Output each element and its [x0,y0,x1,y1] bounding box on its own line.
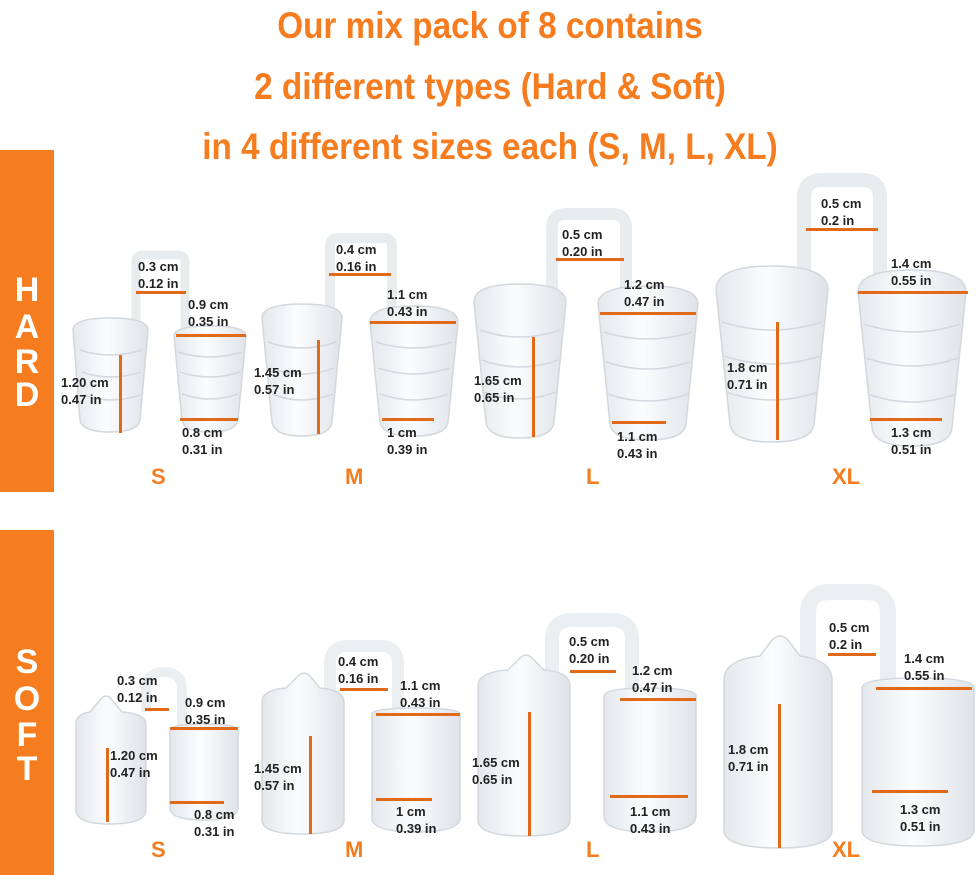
soft-letter-4: T [16,750,38,788]
hard-size-s: S [151,464,166,489]
soft-s-width-line [170,727,238,730]
hard-letter-2: A [14,308,40,346]
soft-xl-bridge-line [828,653,876,656]
soft-m-width-label: 1.1 cm 0.43 in [400,678,441,710]
hard-m-width-line [370,321,456,324]
soft-xl-height-label: 1.8 cm 0.71 in [728,742,769,774]
soft-size-m: M [345,837,364,862]
hard-xl-base-label: 1.3 cm 0.51 in [891,425,932,457]
soft-l-height-line [528,712,531,836]
hard-xl-width-label: 1.4 cm 0.55 in [891,256,932,288]
hard-l-height-label: 1.65 cm 0.65 in [474,373,522,405]
hard-s-width-label: 0.9 cm 0.35 in [188,297,229,329]
soft-s-bridge-line [145,708,169,711]
soft-s-height-label: 1.20 cm 0.47 in [110,748,158,780]
soft-xl-width-line [876,687,972,690]
hard-s-bridge-line [136,291,186,294]
hard-m-bridge-label: 0.4 cm 0.16 in [336,242,377,274]
soft-letter-3: F [16,716,38,754]
soft-s-bridge-label: 0.3 cm 0.12 in [117,673,158,705]
soft-xl-base-line [872,790,948,793]
headline-line-2: 2 different types (Hard & Soft) [254,66,726,107]
soft-l-width-label: 1.2 cm 0.47 in [632,663,673,695]
soft-m-width-line [376,713,460,716]
soft-m-base-line [376,798,432,801]
hard-letter-3: R [14,343,40,381]
soft-m-bridge-line [340,688,388,691]
hard-l-height-line [532,337,535,437]
hard-size-l: L [586,464,600,489]
soft-letter-2: O [13,680,41,718]
hard-xl-height-line [776,322,779,440]
hard-l-width-label: 1.2 cm 0.47 in [624,277,665,309]
soft-m-dilator-icon [261,640,461,835]
hard-xl-bridge-label: 0.5 cm 0.2 in [821,196,862,228]
hard-l-bridge-line [556,258,624,261]
soft-xl-width-label: 1.4 cm 0.55 in [904,651,945,683]
soft-l-base-line [610,795,688,798]
soft-xl-height-line [778,704,781,848]
hard-l-dilator-icon [473,208,699,441]
hard-s-dilator-icon [72,250,247,433]
soft-l-base-label: 1.1 cm 0.43 in [630,804,671,836]
hard-xl-base-line [870,418,942,421]
hard-m-width-label: 1.1 cm 0.43 in [387,287,428,319]
soft-size-s: S [151,837,166,862]
soft-m-bridge-label: 0.4 cm 0.16 in [338,654,379,686]
headline-line-3: in 4 different sizes each (S, M, L, XL) [202,126,778,167]
hard-m-height-label: 1.45 cm 0.57 in [254,365,302,397]
soft-m-height-line [309,736,312,834]
hard-xl-dilator-icon [715,173,967,447]
soft-s-height-line [106,748,109,822]
hard-m-dilator-icon [261,233,459,437]
soft-xl-bridge-label: 0.5 cm 0.2 in [829,620,870,652]
hard-s-height-line [119,355,122,433]
soft-m-base-label: 1 cm 0.39 in [396,804,437,836]
hard-size-m: M [345,464,364,489]
hard-m-base-label: 1 cm 0.39 in [387,425,428,457]
soft-l-bridge-label: 0.5 cm 0.20 in [569,634,610,666]
soft-m-height-label: 1.45 cm 0.57 in [254,761,302,793]
soft-size-l: L [586,837,600,862]
hard-s-height-label: 1.20 cm 0.47 in [61,375,109,407]
soft-l-width-line [620,698,696,701]
soft-side-bar: S O F T [0,530,54,875]
hard-xl-bridge-line [806,228,878,231]
soft-xl-base-label: 1.3 cm 0.51 in [900,802,941,834]
hard-m-height-line [317,340,320,434]
hard-xl-height-label: 1.8 cm 0.71 in [727,360,768,392]
hard-letter-4: D [14,376,40,414]
soft-l-bridge-line [570,670,616,673]
soft-s-width-label: 0.9 cm 0.35 in [185,695,226,727]
hard-m-bridge-line [329,273,391,276]
hard-l-width-line [600,312,696,315]
hard-side-bar: H A R D [0,150,54,492]
soft-s-base-line [170,801,224,804]
hard-l-bridge-label: 0.5 cm 0.20 in [562,227,603,259]
headline-line-1: Our mix pack of 8 contains [277,5,703,46]
hard-letter-1: H [14,271,40,309]
soft-letter-1: S [15,643,39,681]
soft-s-base-label: 0.8 cm 0.31 in [194,807,235,839]
hard-s-bridge-label: 0.3 cm 0.12 in [138,259,179,291]
hard-size-xl: XL [832,464,861,489]
hard-l-base-label: 1.1 cm 0.43 in [617,429,658,461]
hard-m-base-line [382,418,434,421]
hard-l-base-line [612,421,666,424]
hard-s-width-line [176,334,246,337]
soft-size-xl: XL [832,837,861,862]
soft-s-dilator-icon [75,666,239,825]
hard-xl-width-line [858,291,968,294]
hard-s-base-label: 0.8 cm 0.31 in [182,425,223,457]
hard-s-base-line [180,418,238,421]
soft-l-height-label: 1.65 cm 0.65 in [472,755,520,787]
